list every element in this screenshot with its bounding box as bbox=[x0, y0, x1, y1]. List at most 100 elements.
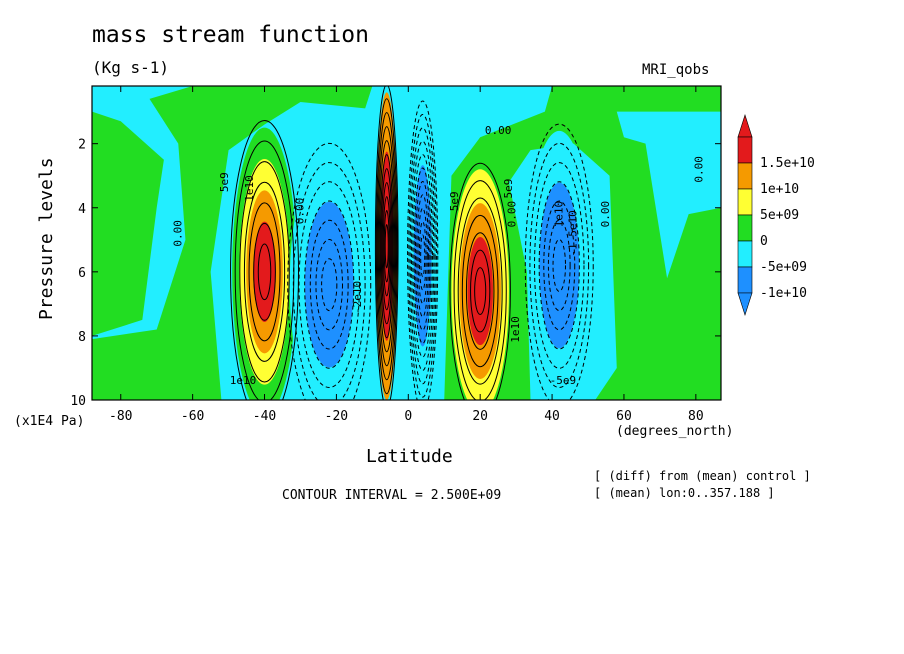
legend-label: 1.5e+10 bbox=[760, 156, 815, 171]
contour-line bbox=[376, 112, 397, 381]
legend-bottom-arrow bbox=[737, 292, 753, 316]
contour-line bbox=[309, 219, 349, 350]
x-tick-label: 20 bbox=[472, 409, 488, 424]
legend-label: 5e+09 bbox=[760, 208, 799, 223]
contour-line bbox=[375, 98, 398, 395]
contour-line bbox=[529, 142, 590, 389]
mean-note: [ (mean) lon:0..357.188 ] bbox=[594, 486, 775, 500]
contour-line bbox=[449, 162, 511, 400]
contour-line bbox=[416, 194, 430, 318]
contour-line bbox=[474, 267, 487, 316]
contour-line bbox=[381, 182, 392, 311]
contour-label: 0.00 bbox=[171, 220, 184, 247]
units-label: (Kg s-1) bbox=[92, 58, 170, 77]
contour-line bbox=[538, 181, 580, 350]
contour-line bbox=[383, 210, 390, 283]
legend-top-arrow bbox=[737, 114, 753, 138]
legend-label: 1e+10 bbox=[760, 182, 799, 197]
x-tick-label: 60 bbox=[616, 409, 632, 424]
legend-swatch bbox=[737, 240, 753, 268]
contour-line bbox=[253, 222, 276, 321]
latitude-units-label: (degrees_north) bbox=[616, 424, 734, 439]
contour-line bbox=[412, 154, 434, 358]
contour-line bbox=[304, 200, 355, 369]
y-tick-label: 2 bbox=[78, 138, 86, 153]
contour-line bbox=[418, 221, 427, 291]
legend-label: 0 bbox=[760, 234, 768, 249]
x-tick-label: 40 bbox=[544, 409, 560, 424]
x-tick-label: -60 bbox=[181, 409, 204, 424]
x-tick-label: -20 bbox=[325, 409, 348, 424]
legend-swatch bbox=[737, 162, 753, 190]
contour-label: 1e10 bbox=[243, 175, 256, 202]
contour-label: 5e9 bbox=[218, 172, 231, 192]
contour-label: 1e10 bbox=[509, 316, 522, 343]
contour-line bbox=[230, 119, 299, 400]
contour-line bbox=[382, 196, 391, 297]
contour-line bbox=[374, 86, 399, 400]
contour-label: -5e9 bbox=[550, 374, 577, 387]
contour-label: 0.00 bbox=[506, 201, 519, 228]
legend-swatch bbox=[737, 266, 753, 294]
pressure-units-label: (x1E4 Pa) bbox=[14, 414, 85, 429]
contour-label: 5e9 bbox=[502, 179, 515, 199]
contour-line bbox=[257, 243, 272, 301]
contour-line bbox=[378, 140, 395, 353]
contour-label: 0.00 bbox=[293, 198, 306, 225]
y-axis-title: Pressure levels bbox=[36, 157, 57, 320]
contour-label: 5e9 bbox=[448, 191, 461, 211]
contour-line bbox=[409, 127, 436, 385]
contour-line bbox=[298, 181, 360, 389]
south-midlat-field bbox=[92, 86, 373, 400]
x-tick-label: -40 bbox=[253, 409, 276, 424]
y-tick-label: 8 bbox=[78, 330, 86, 345]
south-polar-field bbox=[92, 111, 164, 336]
contour-line bbox=[384, 224, 389, 269]
x-axis-title: Latitude bbox=[366, 446, 453, 467]
southern-positive-cell bbox=[253, 221, 276, 322]
contour-line bbox=[417, 207, 428, 304]
northern-negative-cell bbox=[539, 182, 580, 349]
contour-line bbox=[410, 140, 435, 371]
contour-line bbox=[413, 167, 432, 345]
legend-label: -5e+09 bbox=[760, 260, 807, 275]
legend-swatch bbox=[737, 188, 753, 216]
southern-negative-cell bbox=[304, 201, 354, 368]
contour-line bbox=[234, 140, 295, 400]
contour-line bbox=[239, 161, 290, 383]
contour-label: 1e10 bbox=[552, 201, 565, 228]
y-tick-label: 6 bbox=[78, 266, 86, 281]
contour-line bbox=[408, 113, 437, 398]
contour-label: 1e10 bbox=[230, 374, 257, 387]
contour-line bbox=[461, 214, 499, 368]
contour-line bbox=[407, 100, 439, 400]
contour-line bbox=[321, 258, 338, 312]
northern-positive-cell bbox=[467, 236, 493, 346]
contour-line bbox=[243, 181, 286, 362]
contour-label: -1.5e10 bbox=[567, 210, 580, 256]
contour-line bbox=[414, 180, 431, 331]
y-tick-label: 4 bbox=[78, 202, 86, 217]
x-tick-label: 0 bbox=[404, 409, 412, 424]
contour-line bbox=[377, 126, 396, 367]
legend-label: -1e+10 bbox=[760, 286, 807, 301]
contour-line bbox=[420, 234, 426, 278]
model-label: MRI_qobs bbox=[642, 62, 710, 78]
contour-line bbox=[457, 197, 503, 385]
y-tick-label: 10 bbox=[70, 394, 86, 409]
contour-line bbox=[470, 249, 491, 333]
x-tick-label: 80 bbox=[688, 409, 704, 424]
legend-swatch bbox=[737, 214, 753, 242]
contour-line bbox=[534, 162, 585, 369]
contour-label: 0.00 bbox=[599, 201, 612, 228]
contour-line bbox=[248, 202, 281, 342]
contour-line bbox=[552, 238, 566, 292]
contour-line bbox=[453, 180, 507, 400]
contour-line bbox=[380, 168, 393, 325]
contour-label: 0.00 bbox=[692, 156, 705, 183]
contour-label: 0.00 bbox=[485, 124, 512, 137]
contour-line bbox=[315, 238, 343, 331]
contour-line bbox=[465, 232, 495, 350]
contour-interval-label: CONTOUR INTERVAL = 2.500E+09 bbox=[282, 488, 502, 503]
